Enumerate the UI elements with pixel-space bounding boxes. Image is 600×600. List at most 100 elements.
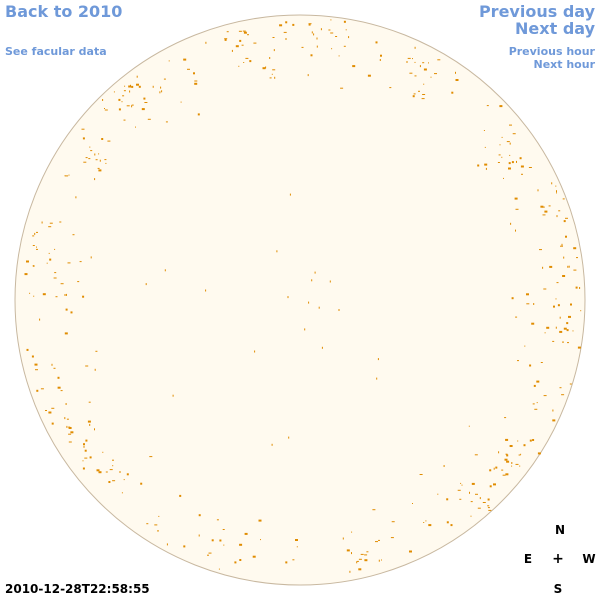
facula-mark <box>477 507 481 509</box>
next-hour-link[interactable]: Next hour <box>533 58 596 71</box>
facula-mark <box>340 87 344 89</box>
facula-mark <box>42 293 46 296</box>
facula-mark <box>124 85 126 87</box>
facula-mark <box>556 190 557 193</box>
facula-mark <box>90 150 93 152</box>
facula-mark <box>41 221 43 224</box>
facula-mark <box>566 329 569 332</box>
facula-mark <box>244 532 248 535</box>
facula-mark <box>158 515 160 517</box>
facula-mark <box>141 108 145 111</box>
facula-mark <box>487 498 490 501</box>
facula-mark <box>99 159 101 162</box>
facula-mark <box>351 552 352 555</box>
facula-mark <box>457 489 461 491</box>
facula-mark <box>378 559 380 562</box>
facula-mark <box>121 492 123 494</box>
facula-mark <box>53 277 57 279</box>
facula-mark <box>469 491 470 494</box>
facula-mark <box>147 118 151 120</box>
facula-mark <box>95 159 98 161</box>
facula-mark <box>561 243 563 246</box>
facula-mark <box>316 45 318 48</box>
facula-mark <box>544 210 548 213</box>
facula-mark <box>168 60 170 62</box>
facula-mark <box>519 157 522 160</box>
facula-mark <box>32 265 34 267</box>
facula-mark <box>487 507 490 509</box>
facula-mark <box>180 101 182 103</box>
facula-mark <box>493 467 495 470</box>
compass-south-label: S <box>553 582 563 596</box>
facula-mark <box>183 545 186 548</box>
facula-mark <box>46 262 48 264</box>
facula-mark <box>509 124 512 126</box>
facula-mark <box>534 408 538 410</box>
facula-mark <box>375 41 378 44</box>
facula-mark <box>207 554 209 556</box>
facula-mark <box>532 403 535 405</box>
facula-mark <box>26 348 29 351</box>
facula-mark <box>502 474 506 476</box>
facula-mark <box>412 58 413 60</box>
facula-mark <box>428 62 429 64</box>
previous-hour-link[interactable]: Previous hour <box>508 45 595 58</box>
facula-mark <box>479 497 481 500</box>
facula-mark <box>553 305 555 308</box>
facula-mark <box>423 83 425 85</box>
facula-mark <box>506 141 510 143</box>
facula-mark <box>85 439 88 442</box>
facula-mark <box>65 403 67 405</box>
facula-mark <box>235 45 239 48</box>
facula-mark <box>89 146 91 148</box>
facula-mark <box>94 428 95 431</box>
facula-mark <box>555 326 557 329</box>
facula-mark <box>70 431 74 434</box>
facula-mark <box>468 425 470 427</box>
facula-mark <box>360 553 364 555</box>
facula-mark <box>98 471 102 474</box>
previous-day-link[interactable]: Previous day <box>478 2 595 21</box>
facula-mark <box>40 388 44 390</box>
facula-mark <box>68 174 70 176</box>
facula-mark <box>238 30 242 32</box>
facula-mark <box>216 519 219 521</box>
facula-mark <box>160 86 162 89</box>
facula-mark <box>60 283 64 285</box>
facula-mark <box>335 36 338 37</box>
facula-mark <box>412 503 413 504</box>
facula-mark <box>418 90 420 92</box>
facula-mark <box>567 265 569 268</box>
facula-mark <box>98 153 100 155</box>
see-facular-data-link[interactable]: See facular data <box>5 45 107 58</box>
facula-mark <box>563 327 567 330</box>
facula-mark <box>292 23 295 26</box>
facula-mark <box>84 457 88 459</box>
back-to-year-link[interactable]: Back to 2010 <box>5 2 123 21</box>
facula-mark <box>311 279 313 282</box>
facula-mark <box>94 368 96 371</box>
facula-mark <box>470 501 473 503</box>
facula-mark <box>197 113 200 116</box>
facula-mark <box>548 205 551 207</box>
next-day-link[interactable]: Next day <box>515 19 595 38</box>
facula-mark <box>379 59 381 61</box>
facula-mark <box>83 161 87 163</box>
facula-mark <box>310 54 313 57</box>
facula-mark <box>556 282 559 284</box>
facula-mark <box>163 78 166 80</box>
facula-mark <box>249 60 252 63</box>
facula-mark <box>539 249 542 251</box>
facula-mark <box>508 162 511 165</box>
facula-mark <box>474 454 478 456</box>
facula-mark <box>143 97 146 100</box>
facula-mark <box>36 246 37 248</box>
facula-mark <box>131 85 134 88</box>
facula-mark <box>543 395 547 397</box>
facula-mark <box>511 161 514 164</box>
facula-mark <box>205 41 207 44</box>
facula-mark <box>224 38 228 40</box>
facula-mark <box>55 296 58 298</box>
facula-mark <box>477 164 480 167</box>
facula-mark <box>512 133 516 135</box>
